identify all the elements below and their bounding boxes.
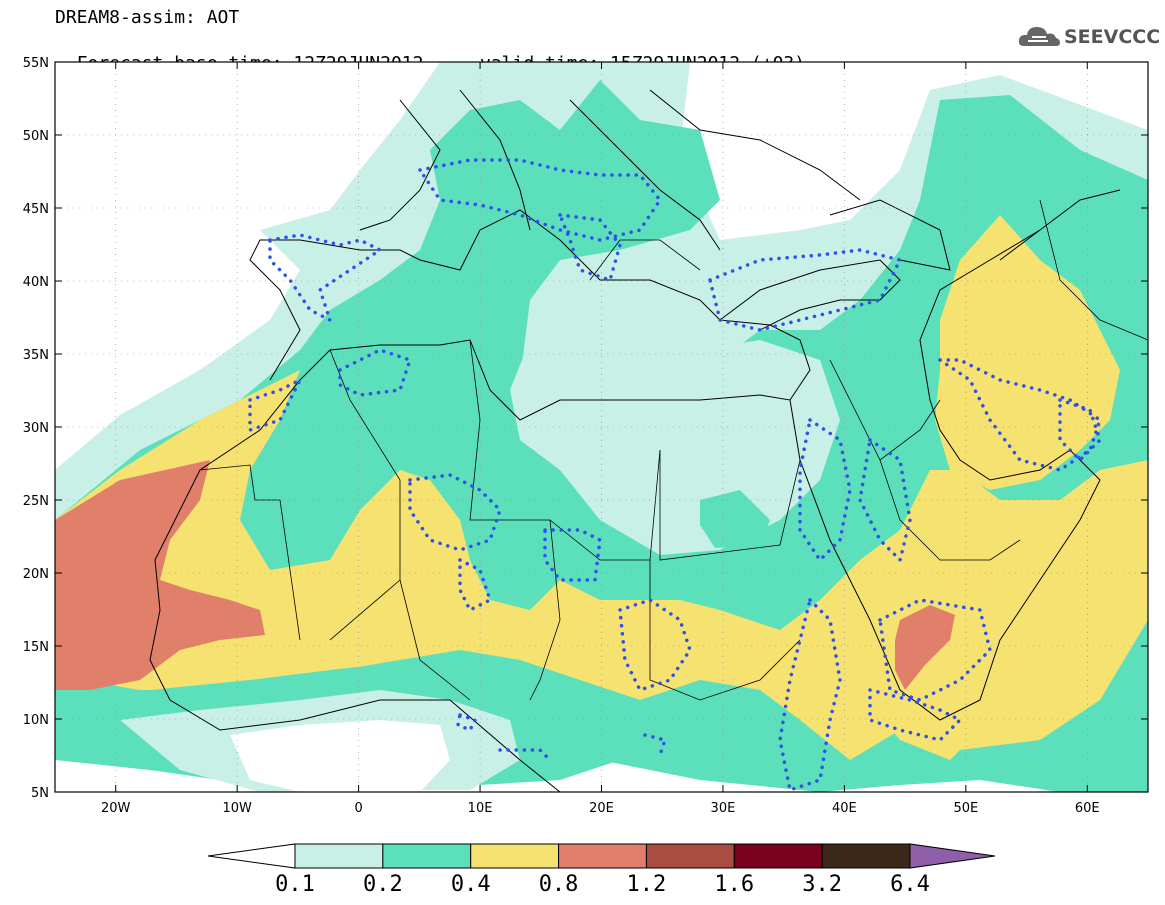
lon-label: 60E xyxy=(1075,801,1100,816)
lon-label: 40E xyxy=(832,801,857,816)
latitude-labels: 55N 50N 45N 40N 35N 30N 25N 20N 15N 10N 5N xyxy=(23,56,49,801)
aot-band-yellow-horn xyxy=(860,660,990,760)
colorbar-segment xyxy=(470,843,560,869)
lon-label: 0 xyxy=(354,801,362,816)
colorbar-label: 0.2 xyxy=(362,872,403,897)
map-title: DREAM8-assim: AOT xyxy=(55,7,240,28)
aot-band-yellow-east xyxy=(935,215,1120,490)
aot-band-orange-yemen xyxy=(895,605,955,690)
lon-label: 20E xyxy=(589,801,614,816)
lat-label: 10N xyxy=(23,713,49,728)
lat-label: 5N xyxy=(31,786,49,801)
coastlines xyxy=(149,89,1121,792)
colorbar-high-arrow xyxy=(909,843,996,869)
seevccc-logo: SEEVCCC xyxy=(1018,22,1161,52)
lat-label: 55N xyxy=(23,56,49,71)
aot-pocket-teal xyxy=(700,490,770,548)
lon-label: 20W xyxy=(101,801,131,816)
colorbar-label: 1.2 xyxy=(626,872,667,897)
aot-band-yellow-sahara xyxy=(55,370,1148,760)
gridlines xyxy=(55,62,1148,792)
cloud-icon xyxy=(1018,27,1060,46)
lon-label: 10W xyxy=(222,801,252,816)
aot-band-white-south xyxy=(230,720,450,792)
aot-band-orange-west xyxy=(55,460,265,690)
lat-label: 30N xyxy=(23,421,49,436)
colorbar-segment xyxy=(382,843,472,869)
colorbar-segment xyxy=(558,843,647,869)
colorbar-segment xyxy=(294,843,384,869)
lat-label: 35N xyxy=(23,348,49,363)
aot-pocket-light xyxy=(510,330,840,555)
lat-label: 40N xyxy=(23,275,49,290)
colorbar-label: 0.1 xyxy=(275,872,315,897)
colorbar-segment xyxy=(821,843,911,869)
country-borders xyxy=(199,199,1148,701)
colorbar-segment xyxy=(645,843,735,869)
colorbar-segment xyxy=(733,843,823,869)
colorbar-label: 1.6 xyxy=(714,872,755,897)
lon-label: 50E xyxy=(953,801,978,816)
lon-label: 10E xyxy=(468,801,493,816)
colorbar-label: 3.2 xyxy=(802,872,843,897)
colorbar-low-arrow xyxy=(207,843,296,869)
axis-ticks xyxy=(55,61,1148,793)
colorbar-label: 0.8 xyxy=(538,872,579,897)
longitude-labels: 20W 10W 0 10E 20E 30E 40E 50E 60E xyxy=(101,801,1100,816)
colorbar xyxy=(207,843,996,869)
colorbar-label: 0.4 xyxy=(450,872,491,897)
lat-label: 25N xyxy=(23,494,49,509)
lat-label: 45N xyxy=(23,202,49,217)
logo-text: SEEVCCC xyxy=(1064,26,1161,48)
lat-label: 15N xyxy=(23,640,49,655)
colorbar-label: 6.4 xyxy=(890,872,930,897)
lon-label: 30E xyxy=(711,801,736,816)
lat-label: 20N xyxy=(23,567,49,582)
lat-label: 50N xyxy=(23,129,49,144)
